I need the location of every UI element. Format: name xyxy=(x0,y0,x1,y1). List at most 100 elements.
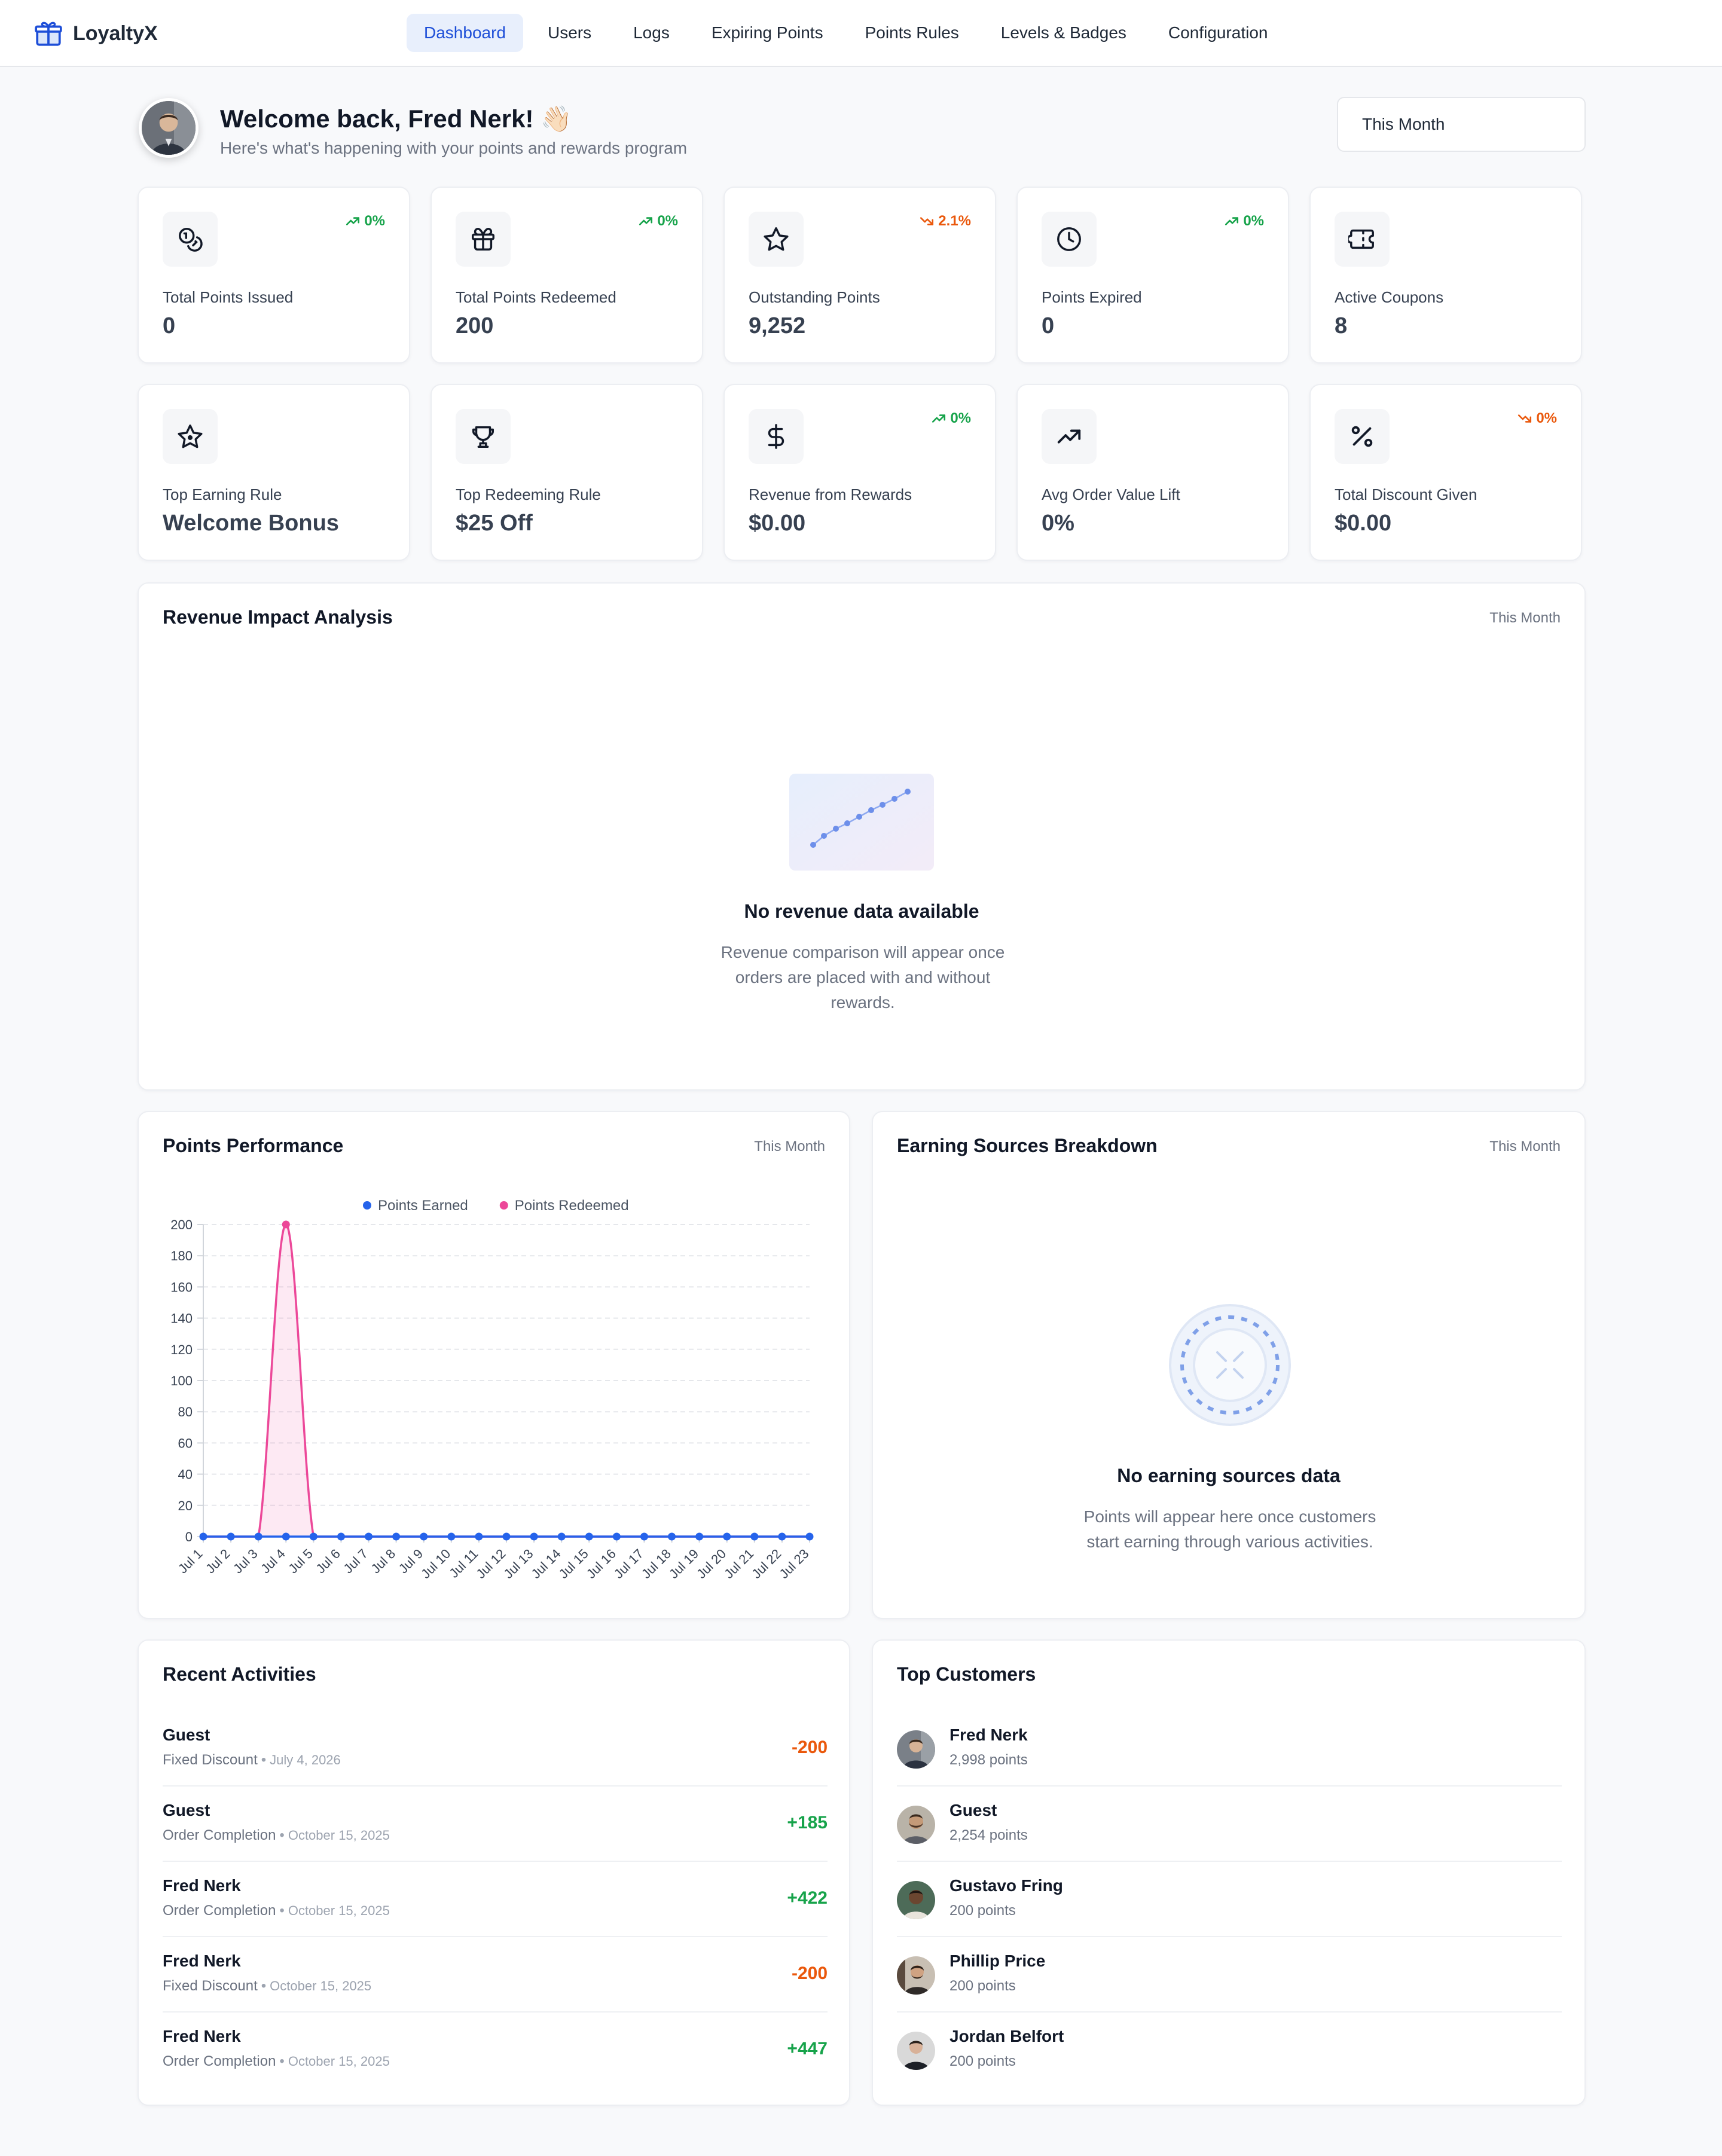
customer-row[interactable]: Fred Nerk 2,998 points xyxy=(897,1711,1562,1787)
stat-label: Total Points Issued xyxy=(163,288,294,306)
nav-expiring-points[interactable]: Expiring Points xyxy=(711,23,823,42)
stat-value: $0.00 xyxy=(749,511,806,536)
activity-amount: -200 xyxy=(791,1963,828,1983)
sparkle-star-icon xyxy=(163,409,218,464)
stat-label: Top Redeeming Rule xyxy=(456,485,601,503)
panel-title: Revenue Impact Analysis xyxy=(163,606,393,628)
x-tick-label: Jul 19 xyxy=(666,1546,701,1581)
ticket-icon xyxy=(1335,212,1390,267)
nav-points-rules[interactable]: Points Rules xyxy=(865,23,959,42)
nav-users[interactable]: Users xyxy=(547,23,592,42)
stat-value: 0 xyxy=(1042,313,1055,338)
activity-meta: Order Completion • October 15, 2025 xyxy=(163,1827,390,1843)
stat-card-points-expired[interactable]: 0% Points Expired 0 xyxy=(1016,187,1289,364)
x-tick-label: Jul 2 xyxy=(203,1546,233,1577)
stat-card-revenue-from-rewards[interactable]: 0% Revenue from Rewards $0.00 xyxy=(723,384,996,561)
percent-icon xyxy=(1335,409,1390,464)
activity-date: October 15, 2025 xyxy=(270,1978,372,1993)
nav-logs[interactable]: Logs xyxy=(633,23,670,42)
stat-card-outstanding-points[interactable]: 2.1% Outstanding Points 9,252 xyxy=(723,187,996,364)
trend-down-icon xyxy=(920,217,934,225)
customer-row[interactable]: Jordan Belfort 200 points xyxy=(897,2013,1562,2088)
x-tick-label: Jul 13 xyxy=(500,1546,536,1581)
activity-user: Guest xyxy=(163,1801,210,1819)
points-earned-point xyxy=(557,1532,566,1541)
customer-row[interactable]: Guest 2,254 points xyxy=(897,1787,1562,1862)
activity-meta: Order Completion • October 15, 2025 xyxy=(163,1902,390,1919)
activity-row[interactable]: Fred Nerk Order Completion • October 15, 2… xyxy=(163,2013,828,2088)
nav-levels-badges[interactable]: Levels & Badges xyxy=(1000,23,1126,42)
customer-name: Jordan Belfort xyxy=(949,2027,1064,2045)
x-tick-label: Jul 22 xyxy=(749,1546,784,1581)
points-earned-point xyxy=(502,1532,511,1541)
points-performance-panel: Points Performance This Month 0 20 40 60 80 1… xyxy=(138,1111,850,1619)
user-avatar[interactable] xyxy=(139,98,199,158)
stat-value: $25 Off xyxy=(456,511,533,536)
clock-icon xyxy=(1042,212,1097,267)
dollar-icon xyxy=(749,409,804,464)
top-customers-panel: Top Customers Fred Nerk 2,998 points Gue… xyxy=(872,1639,1586,2106)
y-tick-label: 40 xyxy=(178,1467,193,1482)
points-earned-point xyxy=(475,1532,483,1541)
brand[interactable]: LoyaltyX xyxy=(33,17,158,50)
points-earned-point xyxy=(365,1532,373,1541)
customer-avatar xyxy=(897,2032,935,2070)
stat-label: Revenue from Rewards xyxy=(749,485,912,503)
stat-card-top-redeeming-rule[interactable]: Top Redeeming Rule $25 Off xyxy=(430,384,703,561)
empty-state-description: Points will appear here once customers s… xyxy=(1083,1507,1376,1551)
activity-user: Fred Nerk xyxy=(163,1876,241,1895)
activity-row[interactable]: Guest Fixed Discount • July 4, 2026 -200 xyxy=(163,1711,828,1787)
nav-configuration[interactable]: Configuration xyxy=(1168,23,1268,42)
trend-badge: 0% xyxy=(638,213,678,230)
trophy-icon xyxy=(456,409,511,464)
stat-card-total-discount-given[interactable]: 0% Total Discount Given $0.00 xyxy=(1309,384,1582,561)
panel-title: Earning Sources Breakdown xyxy=(897,1135,1158,1156)
customer-points: 200 points xyxy=(949,1902,1016,1919)
points-earned-point xyxy=(585,1532,593,1541)
points-earned-point xyxy=(805,1532,814,1541)
stat-card-total-points-redeemed[interactable]: 0% Total Points Redeemed 200 xyxy=(430,187,703,364)
activity-user: Fred Nerk xyxy=(163,2027,241,2045)
customer-row[interactable]: Phillip Price 200 points xyxy=(897,1937,1562,2013)
activity-row[interactable]: Fred Nerk Fixed Discount • October 15, 202… xyxy=(163,1937,828,2013)
customer-row[interactable]: Gustavo Fring 200 points xyxy=(897,1862,1562,1937)
y-tick-label: 100 xyxy=(170,1373,193,1388)
x-tick-label: Jul 14 xyxy=(529,1546,564,1581)
stat-card-active-coupons[interactable]: Active Coupons 8 xyxy=(1309,187,1582,364)
recent-activities-panel: Recent Activities Guest Fixed Discount • J… xyxy=(138,1639,850,2106)
x-tick-label: Jul 7 xyxy=(341,1546,371,1577)
activity-row[interactable]: Fred Nerk Order Completion • October 15, 2… xyxy=(163,1862,828,1937)
points-earned-point xyxy=(640,1532,648,1541)
trend-value: 0% xyxy=(657,213,678,229)
trend-down-icon xyxy=(1518,414,1532,423)
customer-points: 200 points xyxy=(949,1978,1016,1994)
panel-title: Points Performance xyxy=(163,1135,344,1156)
x-tick-label: Jul 15 xyxy=(556,1546,591,1581)
stat-card-top-earning-rule[interactable]: Top Earning Rule Welcome Bonus xyxy=(138,384,410,561)
points-earned-point xyxy=(392,1532,401,1541)
nav-dashboard[interactable]: Dashboard xyxy=(407,14,523,52)
points-earned-point xyxy=(254,1532,262,1541)
activity-amount: -200 xyxy=(791,1737,828,1757)
trend-value: 0% xyxy=(1243,213,1264,229)
customer-name: Gustavo Fring xyxy=(949,1876,1063,1895)
stat-card-total-points-issued[interactable]: 0% Total Points Issued 0 xyxy=(138,187,410,364)
activity-row[interactable]: Guest Order Completion • October 15, 2025 … xyxy=(163,1787,828,1862)
period-selector[interactable]: This Month xyxy=(1337,97,1586,152)
trend-up-icon xyxy=(1225,217,1239,225)
x-tick-label: Jul 17 xyxy=(611,1546,646,1581)
customer-avatar xyxy=(897,1730,935,1769)
points-earned-point xyxy=(309,1532,317,1541)
trend-value: 0% xyxy=(364,213,385,229)
customer-points: 2,254 points xyxy=(949,1827,1028,1843)
stat-card-avg-order-value-lift[interactable]: Avg Order Value Lift 0% xyxy=(1016,384,1289,561)
trend-badge: 0% xyxy=(1517,410,1557,427)
trend-badge: 0% xyxy=(1224,213,1264,230)
x-tick-label: Jul 23 xyxy=(776,1546,811,1581)
donut-chart-placeholder-icon xyxy=(1169,1304,1291,1426)
x-tick-label: Jul 6 xyxy=(313,1546,343,1577)
stat-value: 200 xyxy=(456,313,494,338)
y-tick-label: 200 xyxy=(170,1217,193,1232)
line-chart-placeholder-icon xyxy=(789,774,934,871)
trend-up-icon xyxy=(639,217,653,225)
